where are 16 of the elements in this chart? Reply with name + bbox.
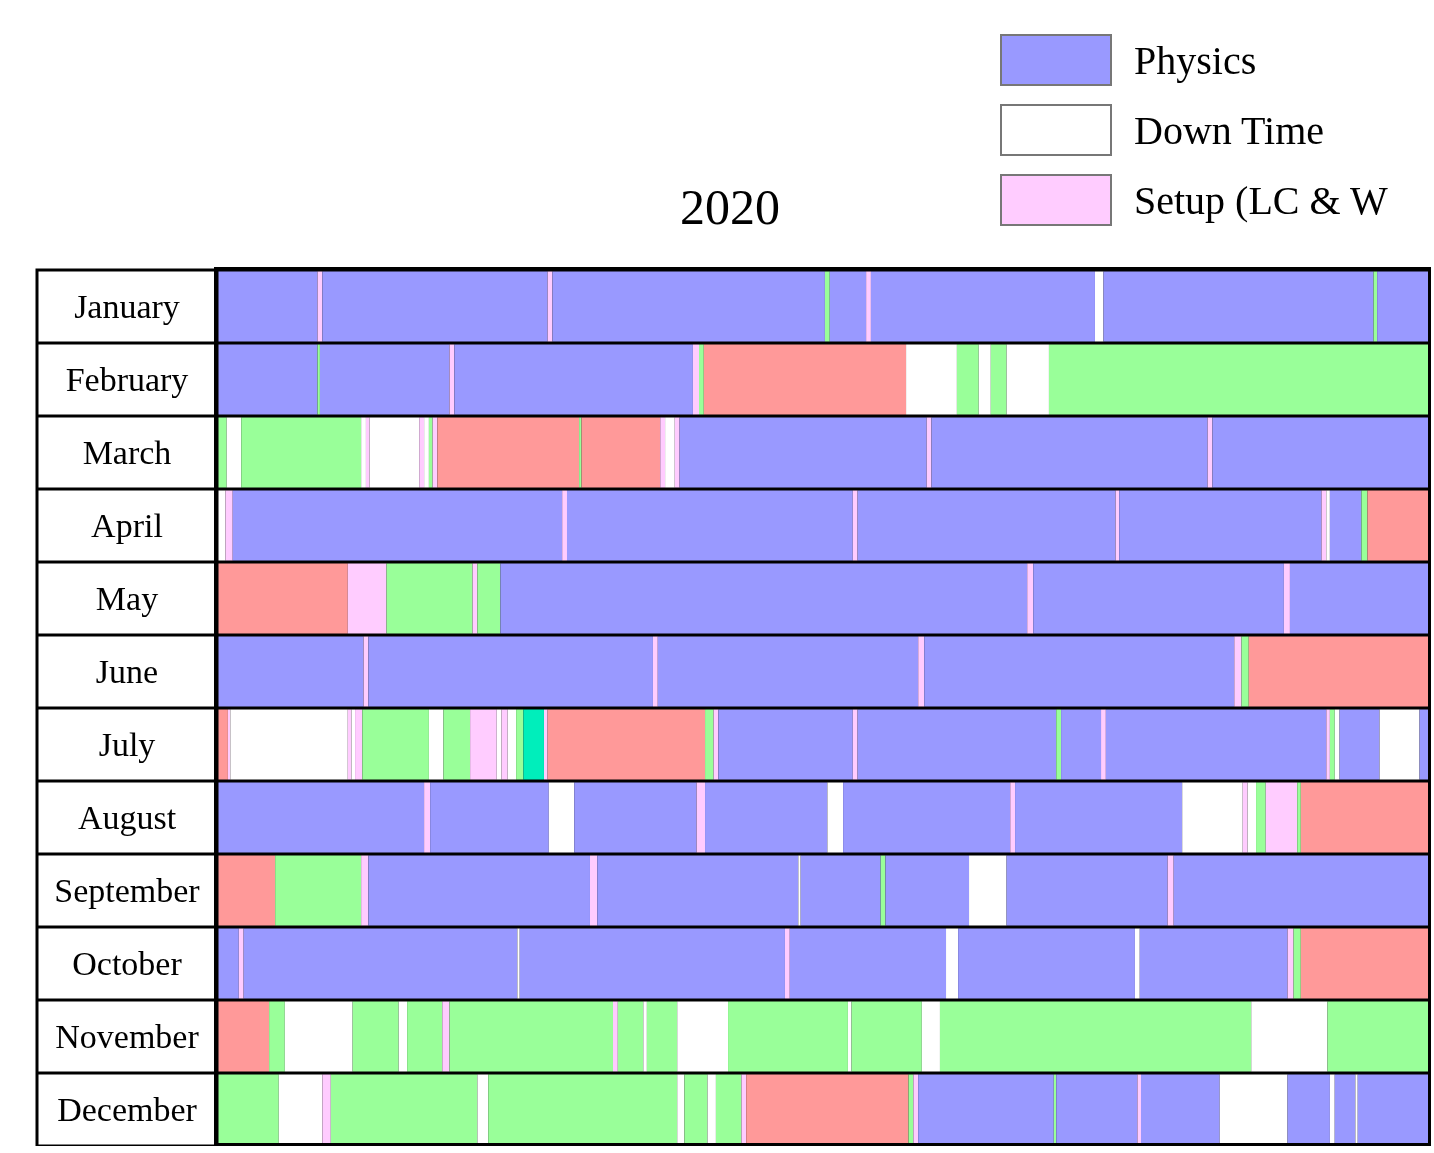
- y-tick-label: November: [55, 1018, 200, 1056]
- y-tick-label: January: [74, 288, 180, 326]
- legend-label: Setup (LC & W: [1134, 176, 1388, 224]
- y-tick-label: August: [77, 799, 177, 837]
- y-tick-label: February: [65, 361, 189, 399]
- y-tick-label: December: [57, 1091, 198, 1129]
- y-tick-label: October: [72, 945, 183, 983]
- y-tick-label: June: [95, 653, 159, 691]
- y-tick-label: April: [91, 507, 163, 545]
- chart-title: 2020: [679, 178, 781, 236]
- legend-label: Physics: [1134, 36, 1257, 84]
- y-tick-label: May: [95, 580, 159, 618]
- y-tick-label: March: [82, 434, 172, 472]
- y-tick-label: September: [54, 872, 201, 910]
- y-tick-label: July: [98, 726, 156, 764]
- legend-label: Down Time: [1134, 106, 1325, 154]
